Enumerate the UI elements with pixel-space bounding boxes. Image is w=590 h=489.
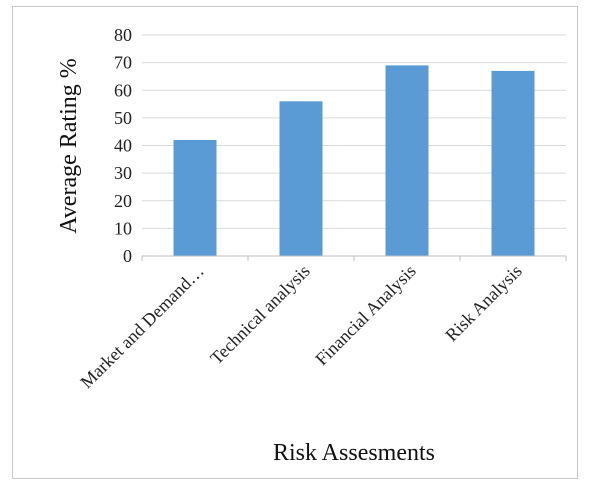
y-tick-label: 30 bbox=[114, 163, 132, 183]
x-tick-label: Market and Demand… bbox=[76, 261, 207, 392]
x-tick-labels: Market and Demand…Technical analysisFina… bbox=[76, 261, 525, 392]
y-axis-title: Average Rating % bbox=[56, 58, 82, 234]
y-tick-label: 70 bbox=[114, 53, 132, 73]
y-tick-label: 20 bbox=[114, 191, 132, 211]
bars bbox=[173, 65, 535, 256]
y-tick-label: 50 bbox=[114, 108, 132, 128]
y-tick-label: 10 bbox=[114, 218, 132, 238]
y-tick-label: 0 bbox=[123, 246, 132, 266]
axes bbox=[141, 255, 567, 261]
x-tick-label: Financial Analysis bbox=[311, 261, 420, 370]
bar bbox=[491, 70, 535, 256]
y-tick-label: 80 bbox=[114, 25, 132, 45]
bar bbox=[173, 139, 217, 256]
x-axis-title: Risk Assesments bbox=[273, 440, 435, 466]
x-tick-label: Risk Analysis bbox=[441, 261, 526, 346]
y-tick-label: 40 bbox=[114, 136, 132, 156]
bar bbox=[279, 101, 323, 256]
x-tick-label: Technical analysis bbox=[206, 261, 314, 369]
y-tick-labels: 0 10 20 30 40 50 60 70 80 bbox=[114, 25, 132, 266]
bar bbox=[385, 65, 429, 256]
y-tick-label: 60 bbox=[114, 80, 132, 100]
